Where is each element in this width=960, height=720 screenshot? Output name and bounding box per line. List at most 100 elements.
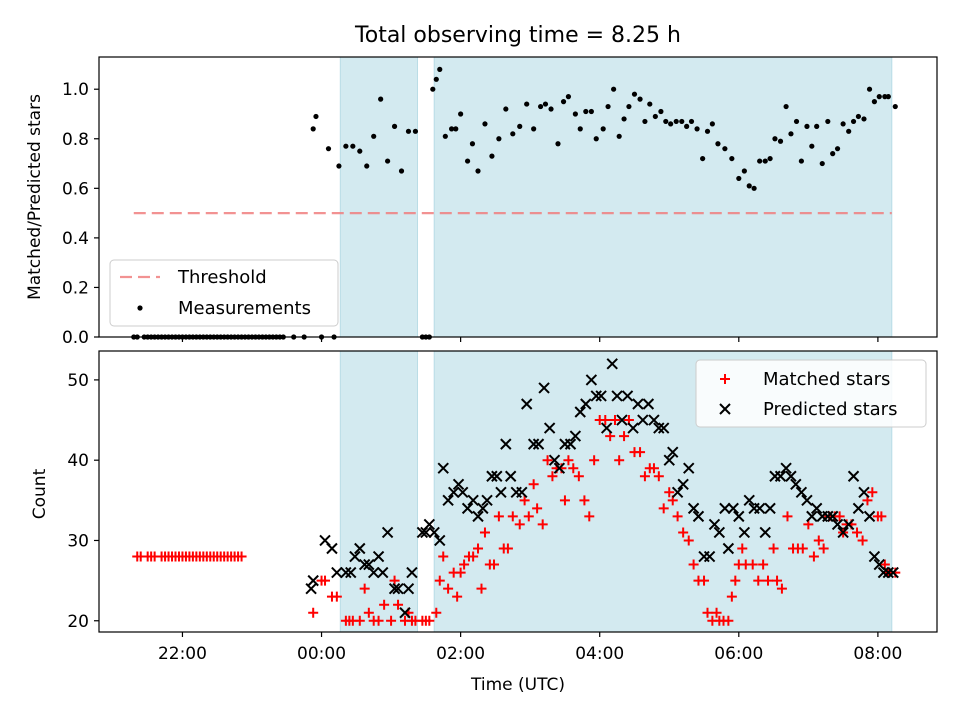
chart-title: Total observing time = 8.25 h: [354, 23, 681, 48]
measurement-point: [538, 103, 544, 110]
ratio-legend: Threshold Measurements: [109, 259, 339, 327]
matched-star-point: [431, 607, 442, 618]
predicted-star-point: [738, 526, 751, 539]
measurement-point: [647, 101, 653, 107]
matched-star-point: [559, 495, 570, 506]
measurement-point: [605, 103, 611, 110]
measurement-point: [825, 118, 831, 125]
measurement-point: [313, 113, 319, 120]
measurement-point: [489, 153, 495, 159]
measurement-point: [783, 103, 789, 110]
matched-star-point: [532, 503, 543, 514]
matched-star-point: [379, 599, 390, 610]
measurement-point: [729, 155, 735, 162]
matched-star-point: [711, 607, 722, 618]
predicted-star-point: [847, 470, 860, 482]
measurement-point: [482, 121, 488, 127]
measurement-point: [663, 118, 669, 125]
y-tick-label: 40: [67, 451, 89, 471]
predicted-star-point: [719, 502, 731, 515]
measurement-point: [448, 126, 455, 132]
predicted-star-point: [340, 566, 352, 579]
ratio-panel-frame: [98, 56, 938, 338]
predicted-star-point: [677, 478, 689, 490]
x-tick-label: 08:00: [853, 644, 902, 664]
predicted-star-point: [491, 470, 503, 482]
matched-star-point: [688, 559, 699, 570]
measurement-point: [583, 108, 589, 115]
matched-star-point: [867, 487, 878, 498]
matched-star-point: [782, 511, 793, 522]
measurement-point: [704, 128, 711, 134]
y-tick-label: 0.8: [62, 130, 89, 150]
matched-star-point: [476, 583, 487, 594]
matched-star-point: [653, 471, 664, 482]
predicted-star-point: [377, 566, 389, 579]
predicted-star-point: [785, 470, 797, 482]
matched-star-point: [589, 455, 600, 466]
matched-star-point: [797, 543, 808, 554]
measurement-point: [336, 163, 342, 169]
predicted-star-point: [611, 390, 623, 402]
x-tick-label: 02:00: [436, 644, 485, 664]
predicted-star-point: [467, 494, 479, 507]
matched-star-point: [502, 543, 513, 554]
matched-star-point: [619, 431, 630, 442]
predicted-star-point: [842, 518, 855, 531]
predicted-star-point: [532, 438, 545, 450]
predicted-star-point: [520, 398, 533, 410]
matched-star-point: [507, 511, 518, 522]
predicted-star-point: [481, 494, 493, 507]
count-panel-frame: [98, 350, 938, 633]
measurement-point: [679, 118, 685, 125]
matched-star-point: [635, 447, 646, 458]
matched-star-point: [573, 471, 584, 482]
predicted-star-point: [606, 358, 618, 370]
matched-star-point: [614, 455, 625, 466]
predicted-star-point: [527, 438, 540, 450]
matched-star-point: [568, 463, 579, 474]
measurement-point: [458, 111, 464, 117]
count-y-axis-label: Count: [30, 468, 50, 519]
matched-star-point: [672, 511, 683, 522]
measurement-point: [475, 168, 481, 174]
matched-star-point: [753, 575, 764, 586]
matched-star-point: [363, 607, 374, 618]
matched-star-point: [547, 471, 558, 482]
matched-star-point: [537, 519, 548, 530]
predicted-star-point: [780, 462, 792, 474]
predicted-star-point: [703, 550, 716, 563]
matched-star-point: [808, 551, 819, 562]
measurement-point: [371, 133, 377, 139]
predicted-star-point: [616, 414, 628, 426]
predicted-star-point: [548, 454, 561, 466]
measurement-point: [437, 66, 443, 72]
measurement-point: [542, 101, 549, 107]
measurement-point: [757, 158, 763, 164]
predicted-star-point: [653, 422, 665, 434]
legend-measurements-swatch: [137, 305, 143, 311]
matched-star-point: [308, 607, 319, 618]
measurement-point: [809, 143, 815, 149]
legend-predicted-marker: [719, 403, 731, 415]
matched-star-point: [452, 591, 463, 602]
predicted-star-point: [753, 502, 766, 515]
matched-star-point: [600, 415, 611, 426]
predicted-star-point: [887, 566, 899, 579]
predicted-star-point: [852, 502, 865, 515]
matched-star-point: [639, 471, 650, 482]
matched-star-point: [648, 463, 659, 474]
measurement-point: [767, 155, 773, 162]
measurement-point: [531, 126, 537, 132]
predicted-star-point: [553, 462, 566, 474]
measurement-point: [798, 158, 804, 164]
measurement-point: [866, 86, 873, 92]
predicted-star-point: [595, 390, 607, 402]
y-tick-label: 20: [67, 612, 89, 632]
measurement-point: [885, 94, 891, 100]
matched-star-point: [473, 543, 484, 554]
predicted-star-point: [305, 582, 317, 595]
predicted-star-point: [637, 414, 649, 426]
predicted-star-point: [516, 486, 528, 499]
matched-star-point: [776, 583, 787, 594]
